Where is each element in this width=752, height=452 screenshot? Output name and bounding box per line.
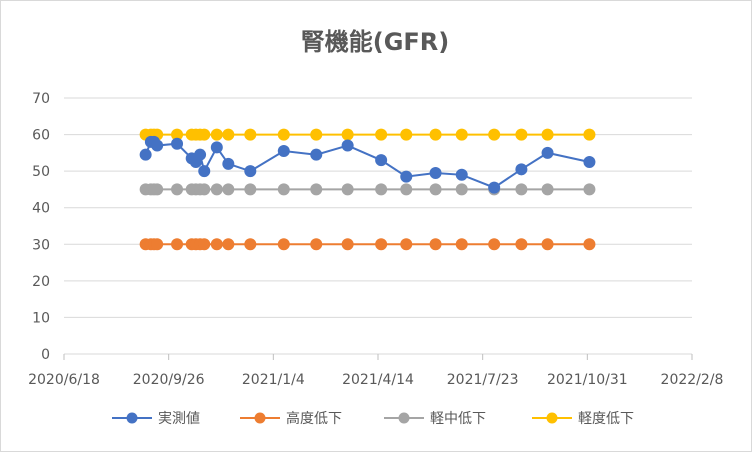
data-point	[151, 238, 164, 251]
data-point	[244, 165, 257, 178]
legend-label: 軽中低下	[430, 411, 486, 427]
data-point	[171, 137, 184, 150]
data-point	[488, 238, 501, 251]
x-tick-label: 2020/6/18	[28, 372, 100, 388]
legend-swatch-marker	[126, 412, 138, 424]
data-point	[455, 183, 468, 196]
y-tick-label: 70	[32, 91, 50, 107]
x-tick-label: 2021/7/23	[447, 372, 519, 388]
data-point	[583, 128, 596, 141]
data-point	[244, 128, 257, 141]
data-point	[310, 238, 323, 251]
data-point	[583, 183, 596, 196]
data-point	[277, 183, 290, 196]
data-point	[515, 183, 528, 196]
y-tick-label: 30	[32, 237, 50, 253]
legend-label: 高度低下	[286, 410, 342, 427]
data-point	[429, 183, 442, 196]
data-point	[583, 156, 596, 168]
y-tick-label: 50	[32, 164, 50, 180]
data-point	[210, 128, 223, 141]
data-point	[198, 165, 211, 178]
data-point	[222, 183, 235, 196]
x-tick-label: 2021/4/14	[342, 372, 414, 388]
data-point	[375, 183, 388, 196]
legend-label: 実測値	[158, 411, 200, 427]
y-tick-label: 40	[32, 201, 50, 217]
data-point	[455, 238, 468, 251]
data-point	[341, 238, 354, 251]
data-point	[583, 238, 596, 251]
x-tick-label: 2021/1/4	[242, 372, 305, 388]
data-point	[210, 238, 223, 251]
data-point	[400, 183, 413, 196]
data-point	[277, 145, 290, 158]
data-point	[341, 139, 354, 152]
data-point	[375, 238, 388, 251]
legend-swatch-marker	[546, 412, 558, 424]
x-tick-label: 2021/10/31	[547, 372, 628, 388]
y-tick-label: 60	[32, 128, 50, 144]
data-point	[488, 128, 501, 141]
data-point	[400, 238, 413, 251]
data-point	[515, 128, 528, 141]
data-point	[210, 183, 223, 196]
data-point	[455, 168, 468, 181]
data-point	[310, 128, 323, 141]
data-point	[171, 128, 184, 141]
data-point	[222, 238, 235, 251]
y-tick-label: 0	[41, 347, 50, 363]
data-point	[151, 139, 164, 152]
legend-swatch-marker	[398, 412, 410, 424]
data-point	[341, 183, 354, 196]
data-point	[171, 183, 184, 196]
data-point	[488, 181, 501, 194]
data-point	[429, 238, 442, 251]
data-point	[139, 148, 152, 161]
y-tick-label: 20	[32, 274, 50, 290]
data-point	[310, 148, 323, 161]
data-point	[198, 128, 211, 141]
data-point	[375, 128, 388, 141]
data-point	[515, 238, 528, 251]
data-point	[429, 128, 442, 141]
data-point	[277, 238, 290, 251]
data-point	[400, 170, 413, 183]
legend-label: 軽度低下	[578, 411, 634, 427]
data-point	[244, 238, 257, 251]
data-point	[198, 238, 211, 251]
data-point	[375, 154, 388, 167]
data-point	[222, 128, 235, 141]
y-tick-label: 10	[32, 310, 50, 326]
data-point	[429, 166, 442, 179]
data-point	[151, 183, 164, 196]
data-point	[171, 238, 184, 251]
x-tick-label: 2020/9/26	[133, 372, 205, 388]
data-point	[310, 183, 323, 196]
chart-title: 腎機能(GFR)	[300, 28, 450, 56]
x-tick-label: 2022/2/8	[661, 372, 724, 388]
data-point	[400, 128, 413, 141]
data-point	[210, 141, 223, 154]
data-point	[455, 128, 468, 141]
data-point	[541, 128, 554, 141]
data-point	[541, 238, 554, 251]
data-point	[222, 157, 235, 170]
data-point	[277, 128, 290, 141]
data-point	[194, 148, 207, 161]
data-point	[244, 183, 257, 196]
data-point	[541, 146, 554, 159]
data-point	[198, 183, 211, 196]
data-point	[341, 128, 354, 141]
legend-swatch-marker	[254, 412, 266, 424]
data-point	[541, 183, 554, 196]
data-point	[515, 163, 528, 176]
